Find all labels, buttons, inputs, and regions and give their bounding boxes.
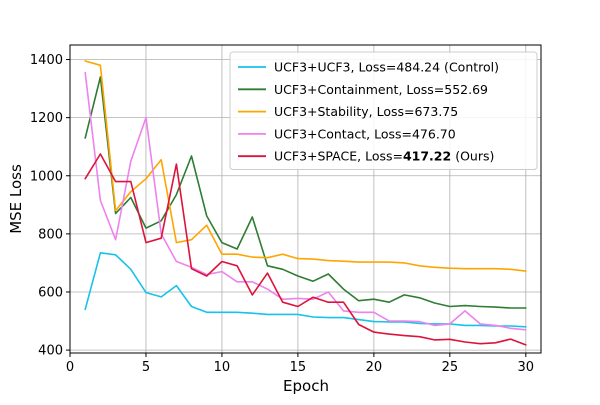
legend-entry: UCF3+Containment, Loss=552.69 — [274, 82, 488, 97]
y-axis-title: MSE Loss — [7, 164, 25, 234]
x-tick-label: 25 — [442, 360, 459, 375]
series-line-1 — [84, 252, 527, 328]
legend: UCF3+UCF3, Loss=484.24 (Control) UCF3+Con… — [229, 51, 538, 170]
x-tick-label: 30 — [518, 360, 535, 375]
series-lines — [84, 60, 527, 346]
x-axis-title: Epoch — [283, 377, 329, 395]
y-tick-label: 1000 — [30, 169, 63, 184]
y-tick-label: 800 — [38, 227, 63, 242]
legend-entry: UCF3+Contact, Loss=476.70 — [274, 126, 456, 141]
axis-ticks: 0 5 10 15 20 25 30 400 600 800 1000 1200 1400 — [30, 53, 534, 375]
y-tick-label: 600 — [38, 285, 63, 300]
legend-entry: UCF3+SPACE, Loss=417.22 (Ours) — [274, 149, 494, 164]
legend-box — [229, 51, 538, 170]
y-tick-label: 1200 — [30, 111, 63, 126]
x-tick-label: 10 — [214, 360, 231, 375]
plot-frame — [69, 44, 542, 354]
x-tick-label: 0 — [66, 360, 74, 375]
x-tick-label: 15 — [290, 360, 307, 375]
series-line-5 — [84, 153, 527, 346]
series-line-3 — [84, 60, 527, 272]
legend-entry: UCF3+UCF3, Loss=484.24 (Control) — [274, 60, 499, 75]
x-tick-label: 20 — [366, 360, 383, 375]
legend-entry: UCF3+Stability, Loss=673.75 — [274, 104, 458, 119]
x-tick-label: 5 — [142, 360, 150, 375]
y-tick-label: 1400 — [30, 53, 63, 68]
series-line-4 — [84, 71, 527, 331]
y-tick-label: 400 — [38, 344, 63, 359]
series-line-2 — [84, 76, 527, 309]
